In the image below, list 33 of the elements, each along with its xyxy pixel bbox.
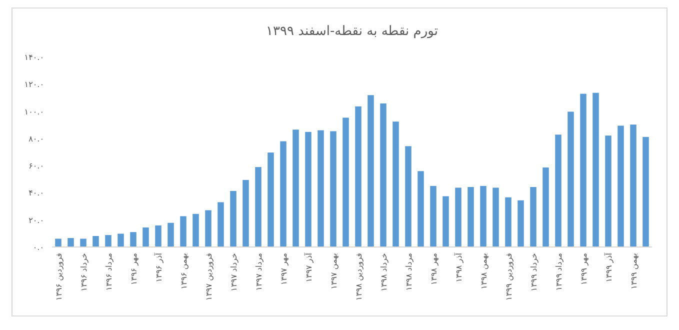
- x-tick-label: بهمن ۱۳۹۹: [629, 253, 638, 290]
- y-tick-label: ۲۰.۰: [28, 216, 44, 225]
- x-tick-label: آذر ۱۳۹۷: [303, 252, 314, 282]
- x-tick-label: بهمن ۱۳۹۸: [479, 253, 488, 290]
- y-tick-label: ۱۴۰.۰: [24, 53, 44, 62]
- y-tick-label: ۰.۰: [32, 243, 44, 252]
- y-tick-label: ۱۲۰.۰: [24, 80, 44, 90]
- y-tick-label: ۸۰.۰: [28, 134, 44, 144]
- x-tick-label: آذر ۱۳۹۹: [603, 252, 614, 282]
- x-tick-label: مهر ۱۳۹۸: [429, 253, 438, 286]
- x-tick-label: فروردین ۱۳۹۹: [504, 252, 514, 301]
- x-tick-label: خرداد ۱۳۹۹: [529, 252, 538, 292]
- x-tick-label: آذر ۱۳۹۶: [153, 252, 164, 282]
- y-tick-label: ۶۰.۰: [28, 162, 44, 171]
- x-tick-label: فروردین ۱۳۹۶: [54, 252, 64, 301]
- x-tick-label: مرداد ۱۳۹۷: [254, 253, 264, 291]
- x-tick-label: آذر ۱۳۹۸: [453, 252, 464, 282]
- x-tick-label: خرداد ۱۳۹۷: [229, 252, 238, 292]
- x-tick-label: مهر ۱۳۹۷: [279, 253, 288, 286]
- x-tick-label: فروردین ۱۳۹۸: [354, 252, 364, 301]
- x-tick-label: مرداد ۱۳۹۹: [554, 253, 564, 291]
- y-tick-label: ۱۰۰.۰: [24, 107, 44, 116]
- title: تورم نقطه به نقطه-اسفند ۱۳۹۹: [266, 24, 438, 39]
- y-tick-label: ۴۰.۰: [28, 188, 44, 198]
- x-tick-label: مهر ۱۳۹۹: [579, 253, 588, 286]
- x-tick-label: مرداد ۱۳۹۸: [404, 253, 414, 291]
- x-tick-label: مهر ۱۳۹۶: [129, 253, 138, 286]
- x-tick-label: فروردین ۱۳۹۷: [204, 252, 214, 301]
- x-tick-label: مرداد ۱۳۹۶: [104, 253, 114, 291]
- x-tick-label: خرداد ۱۳۹۶: [79, 252, 88, 292]
- x-tick-label: بهمن ۱۳۹۶: [179, 253, 188, 290]
- x-tick-label: بهمن ۱۳۹۷: [329, 253, 338, 290]
- x-tick-label: خرداد ۱۳۹۸: [379, 252, 388, 292]
